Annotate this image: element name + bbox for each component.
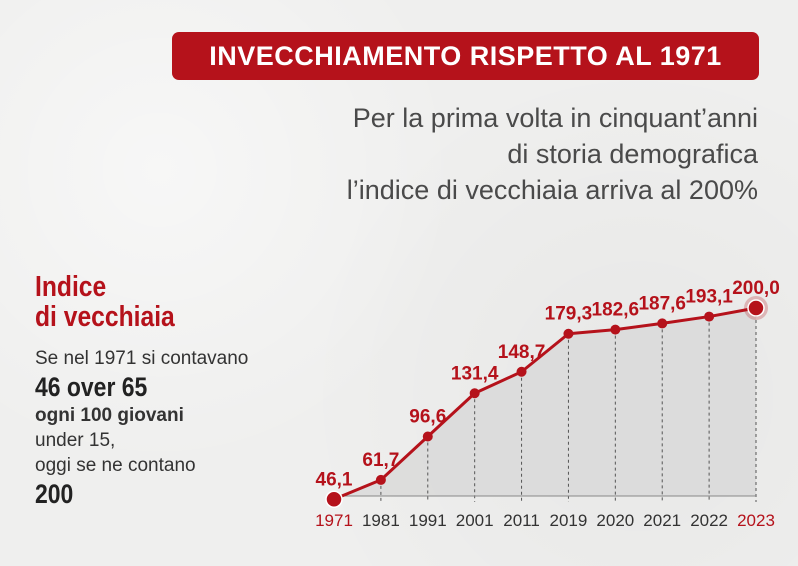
side-text-bold: ogni 100 giovani — [35, 405, 184, 426]
side-highlight-today: 200 — [35, 479, 74, 509]
data-label: 61,7 — [362, 450, 399, 471]
x-tick-label: 2022 — [690, 511, 728, 530]
data-label: 193,1 — [685, 287, 733, 308]
data-label: 131,4 — [451, 363, 499, 384]
subtitle-line: Per la prima volta in cinquant’anni — [352, 103, 758, 133]
data-label: 200,0 — [732, 278, 780, 299]
data-label: 179,3 — [545, 304, 593, 325]
side-description: Se nel 1971 si contavano 46 over 65 ogni… — [35, 346, 275, 510]
x-tick-label: 1981 — [362, 511, 400, 530]
data-point — [325, 490, 343, 509]
data-label: 187,6 — [638, 293, 686, 314]
x-tick-label: 2021 — [643, 511, 681, 530]
side-text-line: Se nel 1971 si contavano — [35, 348, 249, 369]
data-label: 148,7 — [498, 342, 546, 363]
data-point — [422, 431, 433, 442]
subtitle: Per la prima volta in cinquant’anni di s… — [198, 100, 758, 208]
data-point — [469, 388, 480, 399]
data-label: 96,6 — [409, 407, 446, 428]
side-highlight-count: 46 over 65 — [35, 372, 148, 402]
side-text-line: oggi se ne contano — [35, 455, 196, 476]
data-point — [610, 324, 621, 335]
data-point — [563, 328, 574, 339]
subtitle-line: di storia demografica — [507, 139, 758, 169]
x-tick-label: 1971 — [315, 511, 353, 530]
side-text-line: under 15, — [35, 430, 116, 451]
x-tick-label: 2023 — [737, 511, 775, 530]
page-title: INVECCHIAMENTO RISPETTO AL 1971 — [172, 32, 759, 80]
side-heading-line: di vecchiaia — [35, 301, 175, 333]
data-label: 182,6 — [592, 300, 640, 321]
chart-area-fill — [334, 308, 756, 500]
data-point — [516, 366, 527, 377]
side-heading: Indice di vecchiaia — [35, 272, 175, 332]
x-tick-label: 1991 — [409, 511, 447, 530]
x-tick-label: 2001 — [456, 511, 494, 530]
x-tick-label: 2020 — [596, 511, 634, 530]
data-point — [657, 318, 668, 329]
data-label: 46,1 — [316, 469, 353, 490]
data-point — [747, 299, 765, 317]
data-point — [704, 311, 715, 322]
series-line — [333, 306, 757, 501]
x-tick-label: 2019 — [550, 511, 588, 530]
data-point — [375, 474, 386, 485]
side-heading-line: Indice — [35, 271, 107, 303]
x-tick-label: 2011 — [503, 511, 540, 530]
subtitle-line: l’indice di vecchiaia arriva al 200% — [346, 175, 758, 205]
